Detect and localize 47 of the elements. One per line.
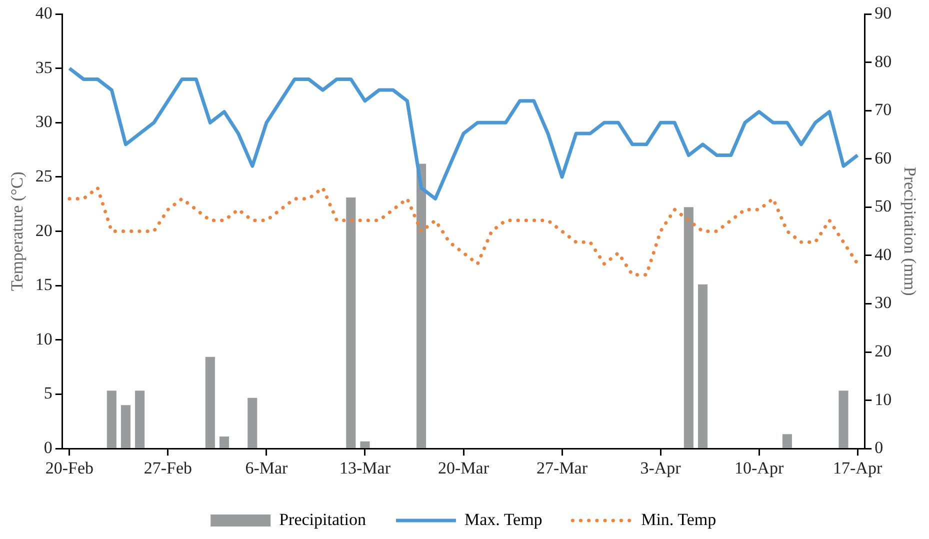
y2-tick-label: 90	[874, 3, 892, 22]
x-tick-label: 20-Mar	[438, 458, 490, 478]
line-series	[68, 186, 860, 277]
y-tick-label: 30	[35, 112, 52, 132]
y2-axis-title: Precipitation (mm)	[900, 166, 920, 296]
legend-label: Min. Temp	[641, 510, 716, 529]
bar	[205, 356, 215, 448]
legend-label: Max. Temp	[464, 510, 542, 529]
x-tick-label: 13-Mar	[339, 458, 391, 478]
y-tick-label: 35	[35, 58, 52, 77]
y-tick-label: 5	[44, 384, 52, 403]
bar	[360, 441, 370, 448]
y2-tick-label: 70	[874, 100, 892, 120]
bar	[346, 198, 356, 448]
bar	[120, 405, 131, 448]
y2-tick-label: 0	[874, 438, 884, 458]
bar	[416, 164, 426, 448]
bar	[684, 207, 694, 448]
x-tick-label: 6-Mar	[245, 458, 288, 478]
y-tick-label: 0	[44, 438, 52, 458]
y2-tick-label: 30	[874, 293, 892, 312]
x-tick-label: 27-Mar	[536, 458, 588, 478]
y-tick-label: 20	[35, 220, 52, 240]
x-tick-label: 3-Apr	[640, 458, 682, 478]
x-tick-label: 17-Apr	[833, 458, 882, 478]
bar	[219, 436, 230, 448]
x-tick-label: 20-Feb	[45, 458, 94, 478]
x-tick-label: 27-Feb	[144, 458, 192, 478]
bar	[106, 390, 116, 448]
bar	[838, 390, 848, 448]
legend-label: Precipitation	[279, 510, 366, 529]
y2-tick-label: 10	[874, 390, 892, 409]
y2-tick-label: 50	[874, 196, 892, 216]
y-tick-label: 25	[35, 166, 52, 186]
y-tick-label: 10	[35, 329, 52, 348]
y-axis-title: Temperature (°C)	[8, 172, 27, 291]
y-tick-label: 15	[35, 275, 52, 294]
bar	[698, 284, 708, 448]
y2-tick-label: 20	[874, 341, 892, 360]
bar	[782, 434, 792, 448]
bar	[248, 398, 258, 448]
bar	[135, 390, 145, 448]
y2-tick-label: 80	[874, 52, 892, 71]
x-tick-label: 10-Apr	[734, 458, 784, 478]
y2-tick-label: 60	[874, 148, 892, 168]
y-tick-label: 40	[35, 3, 52, 22]
y2-tick-label: 40	[874, 244, 892, 264]
